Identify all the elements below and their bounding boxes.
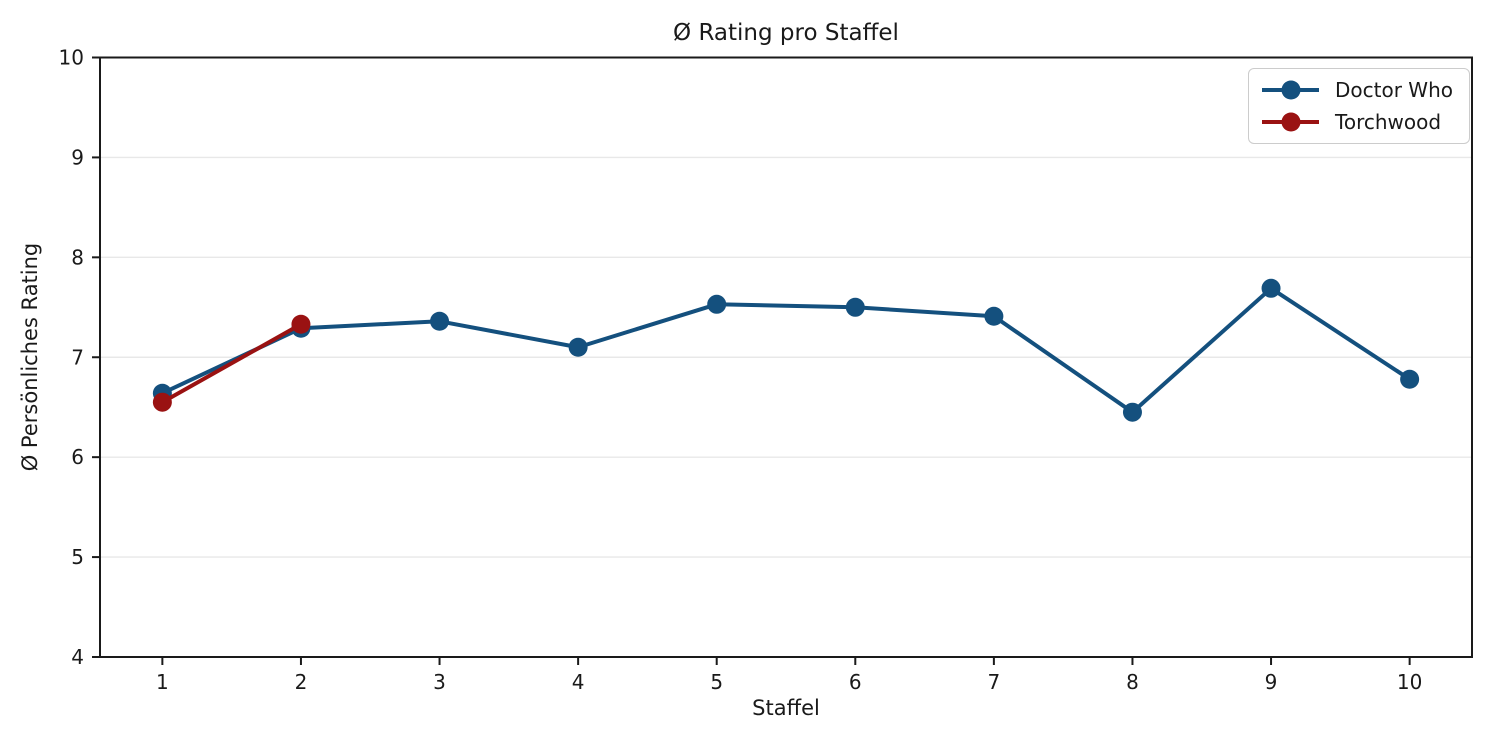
marker-doctor-who-s4 (568, 337, 588, 357)
y-tick-label-4: 4 (71, 645, 84, 669)
x-tick-label-7: 7 (988, 670, 1001, 694)
y-tick-label-7: 7 (71, 345, 84, 369)
marker-doctor-who-s8 (1122, 402, 1142, 422)
legend-marker-torchwood (1262, 112, 1320, 132)
line-torchwood (160, 322, 303, 405)
marker-doctor-who-s9 (1261, 278, 1281, 298)
y-tick-label-9: 9 (71, 145, 84, 169)
x-tick-label-10: 10 (1397, 670, 1422, 694)
x-tick-label-1: 1 (156, 670, 169, 694)
x-tick-label-5: 5 (710, 670, 723, 694)
y-tick-label-8: 8 (71, 245, 84, 269)
legend-dot-icon (1281, 112, 1301, 132)
marker-doctor-who-s10 (1400, 369, 1420, 389)
legend-entry-torchwood: Torchwood (1262, 112, 1453, 132)
chart-title: Ø Rating pro Staffel (673, 20, 899, 46)
legend-marker-doctor-who (1262, 80, 1320, 100)
legend-entry-doctor-who: Doctor Who (1262, 80, 1453, 100)
x-tick-label-9: 9 (1265, 670, 1278, 694)
legend-dot-icon (1281, 80, 1301, 100)
marker-torchwood-s2 (291, 314, 311, 334)
marker-doctor-who-s5 (707, 294, 727, 314)
y-tick-label-10: 10 (59, 46, 84, 70)
x-tick-label-2: 2 (295, 670, 308, 694)
legend-label: Torchwood (1335, 110, 1442, 134)
x-tick-label-4: 4 (572, 670, 585, 694)
marker-torchwood-s1 (152, 392, 172, 412)
marker-doctor-who-s3 (430, 311, 450, 331)
x-tick-label-8: 8 (1126, 670, 1139, 694)
legend-label: Doctor Who (1335, 78, 1453, 102)
line-doctor-who (160, 286, 1412, 415)
marker-doctor-who-s6 (845, 297, 865, 317)
marker-doctor-who-s7 (984, 306, 1004, 326)
y-tick-label-6: 6 (71, 445, 84, 469)
x-axis-label: Staffel (752, 696, 820, 720)
legend: Doctor Who Torchwood (1248, 68, 1470, 144)
y-axis-label: Ø Persönliches Rating (18, 242, 42, 472)
x-tick-label-3: 3 (433, 670, 446, 694)
y-tick-label-5: 5 (71, 545, 84, 569)
x-tick-label-6: 6 (849, 670, 862, 694)
